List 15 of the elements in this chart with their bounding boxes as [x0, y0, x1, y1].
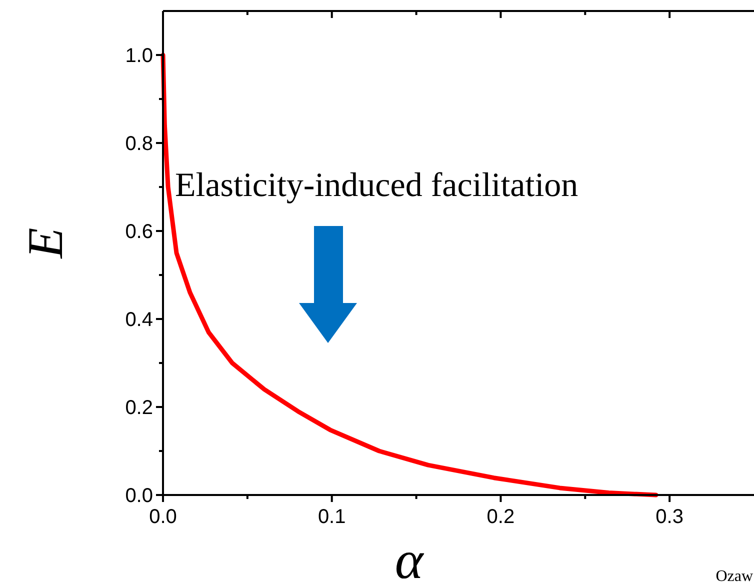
text: Ozaw [716, 568, 754, 583]
y-tick-label: 1.0 [125, 45, 153, 67]
x-tick-label: 0.1 [318, 506, 346, 528]
y-tick-label: 0.0 [125, 485, 153, 507]
x-tick-label: 0.3 [656, 506, 684, 528]
line-series [160, 52, 658, 498]
x-tick-label: 0.0 [149, 506, 177, 528]
annotation: Elasticity-induced facilitation [175, 167, 578, 204]
y-tick-label: 0.4 [125, 309, 153, 331]
y-tick-label: 0.8 [125, 133, 153, 155]
x-axis-title: α [394, 530, 425, 583]
y-tick-label: 0.6 [125, 221, 153, 243]
y-tick-label: 0.2 [125, 397, 153, 419]
y-axis-title: E [17, 228, 73, 260]
x-tick-label: 0.2 [486, 506, 515, 528]
